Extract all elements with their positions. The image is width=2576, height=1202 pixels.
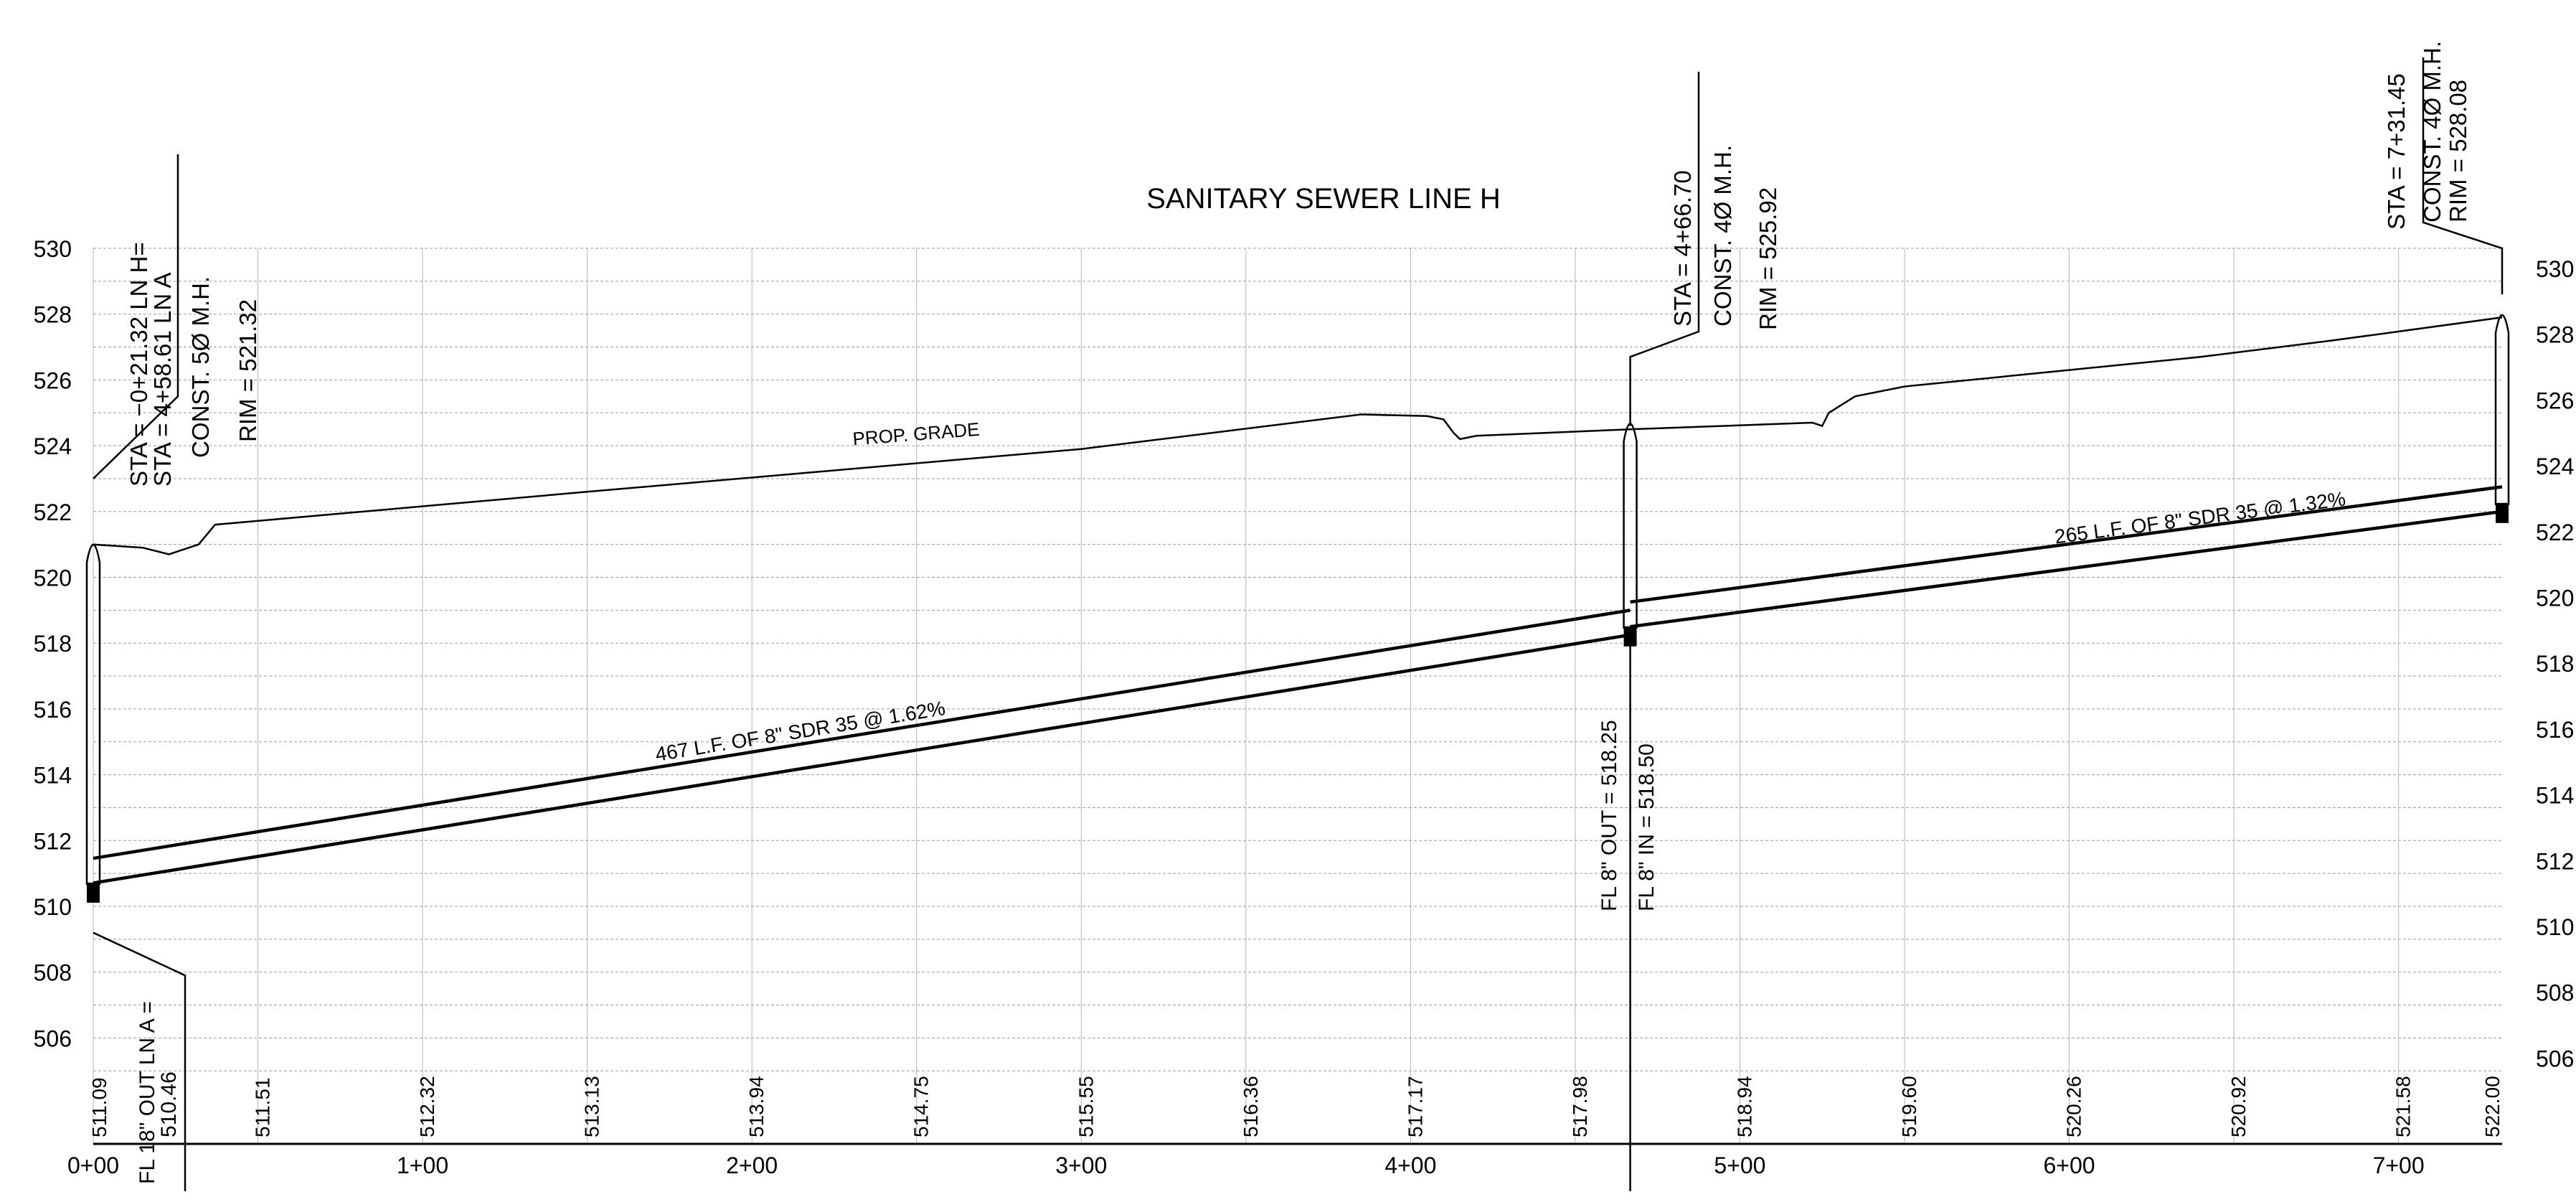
grade-elevation-labels: 511.09 511.51 512.32 513.13 513.94 514.75 515.… (88, 1076, 2504, 1137)
elevation-tick-label-right: 506 (2536, 1046, 2574, 1071)
grade-elevation-label: 519.60 (1898, 1076, 1920, 1137)
elevation-tick-label-left: 528 (34, 302, 72, 328)
grade-elevation-label: 517.17 (1404, 1076, 1426, 1137)
manhole-1-station-leader (93, 154, 179, 479)
elevation-tick-label-left: 512 (34, 828, 72, 854)
elevation-axis-right: 530 528 526 524 522 520 518 516 514 512 510 508 506 (2536, 256, 2574, 1071)
elevation-tick-label-left: 518 (34, 631, 72, 657)
manhole-2-annotation: STA = 4+66.70 CONST. 4Ø M.H. RIM = 525.9… (1598, 145, 1781, 911)
grade-elevation-label: 512.32 (416, 1076, 438, 1137)
elevation-tick-label-right: 510 (2536, 914, 2574, 940)
grade-elevation-label: 521.58 (2392, 1076, 2415, 1137)
station-tick-label: 3+00 (1055, 1152, 1107, 1178)
pipe-1-invert-line (93, 633, 1631, 885)
elevation-tick-label-left: 524 (34, 433, 72, 459)
elevation-tick-label-left: 520 (34, 565, 72, 591)
manhole-1-station-line-2: STA = 4+58.61 LN A (149, 273, 176, 487)
station-tick-label: 6+00 (2043, 1152, 2095, 1178)
drawing-title: SANITARY SEWER LINE H (1146, 183, 1500, 215)
elevation-tick-label-left: 530 (34, 236, 72, 262)
manhole-2-rim: RIM = 525.92 (1755, 187, 1781, 330)
station-tick-label: 4+00 (1384, 1152, 1436, 1178)
station-tick-label: 0+00 (67, 1152, 119, 1178)
proposed-grade-line (93, 316, 2503, 555)
elevation-tick-label-left: 514 (34, 763, 72, 789)
manhole-2-fl-out: FL 8" OUT = 518.25 (1598, 720, 1621, 911)
manhole-1-station-line-1: STA = −0+21.32 LN H= (126, 242, 152, 487)
manhole-2-fl-in: FL 8" IN = 518.50 (1635, 743, 1659, 911)
elevation-tick-label-right: 520 (2536, 586, 2574, 611)
pipe-1-crown-line (93, 609, 1631, 860)
elevation-tick-label-right: 512 (2536, 848, 2574, 874)
grade-elevation-label: 522.00 (2481, 1076, 2504, 1137)
manhole-1-fl-out-label: FL 18" OUT LN A = (136, 1001, 159, 1184)
manholes (85, 314, 2510, 903)
elevation-tick-label-left: 508 (34, 960, 72, 986)
manhole-1-fl-out-value: 510.46 (157, 1071, 181, 1137)
pipe-2-invert-line (1630, 510, 2503, 629)
proposed-grade-polyline (93, 316, 2503, 555)
profile-grid (93, 248, 2502, 1145)
station-tick-label: 5+00 (1714, 1152, 1765, 1178)
elevation-tick-label-left: 506 (34, 1025, 72, 1051)
elevation-tick-label-right: 516 (2536, 717, 2574, 743)
grade-elevation-label: 511.09 (88, 1077, 110, 1137)
elevation-tick-label-left: 510 (34, 894, 72, 920)
grade-elevation-label: 520.92 (2227, 1076, 2250, 1137)
manhole-1-structure (85, 544, 101, 886)
station-leader-lines (93, 57, 2504, 1191)
elevation-axis-left: 530 528 526 524 522 520 518 516 514 512 510 508 506 (34, 236, 72, 1051)
manhole-1-invert-leader (93, 931, 187, 1191)
manhole-3-station: STA = 7+31.45 (2383, 73, 2410, 230)
station-tick-label: 2+00 (726, 1152, 778, 1178)
manhole-2-station: STA = 4+66.70 (1669, 170, 1696, 327)
pipe-2-crown-line (1630, 485, 2503, 604)
manhole-2-base (1623, 626, 1637, 647)
station-tick-label: 7+00 (2373, 1152, 2425, 1178)
elevation-tick-label-right: 508 (2536, 980, 2574, 1006)
elevation-tick-label-left: 526 (34, 367, 72, 393)
manhole-3-base (2496, 502, 2509, 523)
elevation-tick-label-right: 518 (2536, 651, 2574, 677)
grade-elevation-label: 520.26 (2063, 1076, 2085, 1137)
manhole-1-const: CONST. 5Ø M.H. (187, 276, 214, 458)
manhole-2-structure (1623, 423, 1638, 629)
manhole-1-rim: RIM = 521.32 (235, 299, 261, 442)
manhole-2-const: CONST. 4Ø M.H. (1709, 145, 1736, 327)
grade-elevation-label: 513.94 (745, 1076, 768, 1137)
grade-elevation-label: 518.94 (1733, 1076, 1755, 1137)
grade-elevation-label: 513.13 (581, 1076, 603, 1137)
elevation-tick-label-right: 524 (2536, 454, 2574, 479)
station-tick-label: 1+00 (397, 1152, 448, 1178)
elevation-tick-label-right: 522 (2536, 520, 2574, 545)
grade-elevation-label: 514.75 (910, 1076, 933, 1137)
elevation-tick-label-left: 522 (34, 499, 72, 525)
elevation-tick-label-right: 530 (2536, 256, 2574, 282)
station-axis: 0+00 1+00 2+00 3+00 4+00 5+00 6+00 7+00 (67, 1152, 2425, 1178)
manhole-3-structure (2494, 314, 2510, 506)
sewer-pipes (93, 485, 2503, 885)
elevation-tick-label-right: 514 (2536, 783, 2574, 809)
grade-elevation-label: 515.55 (1075, 1076, 1097, 1137)
manhole-1-annotation: STA = −0+21.32 LN H= STA = 4+58.61 LN A … (126, 242, 261, 1184)
elevation-tick-label-right: 526 (2536, 388, 2574, 413)
elevation-tick-label-right: 528 (2536, 322, 2574, 348)
manhole-3-station-leader (2422, 57, 2504, 295)
manhole-1-base (87, 882, 100, 903)
grade-elevation-label: 517.98 (1569, 1076, 1591, 1137)
grade-elevation-label: 511.51 (252, 1077, 274, 1137)
elevation-tick-label-left: 516 (34, 697, 72, 723)
grade-elevation-label: 516.36 (1240, 1076, 1262, 1137)
manhole-2-station-leader (1629, 72, 1700, 426)
manhole-3-rim: RIM = 528.08 (2445, 80, 2471, 222)
